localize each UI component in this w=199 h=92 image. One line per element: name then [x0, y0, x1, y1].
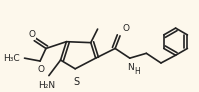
Text: N: N [127, 63, 134, 72]
Text: H₂N: H₂N [38, 81, 56, 90]
Text: H: H [135, 67, 140, 76]
Text: O: O [123, 24, 130, 33]
Text: O: O [38, 65, 45, 74]
Text: S: S [73, 77, 79, 87]
Text: O: O [29, 30, 36, 39]
Text: H₃C: H₃C [3, 54, 20, 63]
